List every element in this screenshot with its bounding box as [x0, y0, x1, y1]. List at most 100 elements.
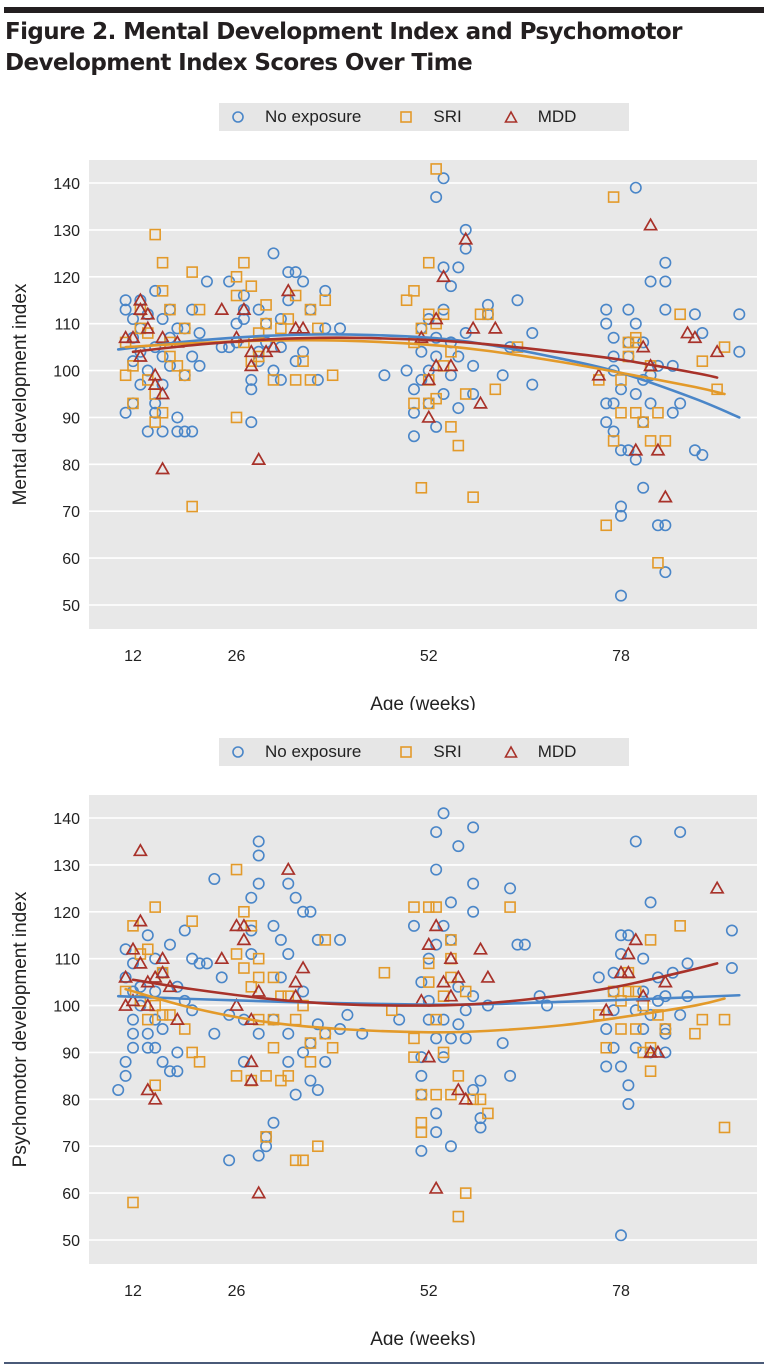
point-no-exposure: [282, 877, 295, 890]
point-mdd: [251, 451, 267, 465]
point-sri: [615, 406, 627, 419]
point-sri: [422, 308, 435, 321]
point-no-exposure: [311, 933, 324, 946]
legend-bottom: No exposure SRI MDD: [219, 738, 629, 766]
point-no-exposure: [282, 947, 295, 960]
point-mdd: [251, 983, 267, 997]
point-no-exposure: [274, 373, 287, 386]
point-sri: [238, 256, 250, 269]
point-no-exposure: [467, 877, 480, 890]
point-no-exposure: [481, 298, 494, 311]
point-sri: [452, 1070, 465, 1082]
point-sri: [652, 1009, 664, 1021]
point-no-exposure: [504, 1069, 517, 1082]
point-no-exposure: [614, 947, 627, 960]
point-sri: [615, 1023, 627, 1035]
point-sri: [629, 406, 642, 419]
point-sri: [607, 435, 620, 447]
point-mdd: [657, 489, 673, 503]
point-mdd: [458, 1091, 474, 1105]
point-no-exposure: [193, 359, 206, 372]
point-sri: [430, 1088, 442, 1101]
point-sri: [267, 1013, 280, 1026]
point-sri: [156, 285, 169, 297]
point-sri: [149, 901, 161, 913]
point-no-exposure: [644, 397, 657, 410]
point-sri: [467, 491, 479, 503]
point-sri: [319, 294, 332, 307]
point-mdd: [155, 965, 171, 979]
point-sri: [607, 191, 620, 203]
point-mdd: [450, 1082, 466, 1096]
top-rule: [4, 7, 764, 13]
legend-label: MDD: [537, 107, 577, 126]
point-no-exposure: [637, 952, 650, 965]
point-mdd: [295, 960, 311, 974]
point-sri: [127, 360, 139, 372]
point-sri: [297, 355, 309, 367]
point-no-exposure: [297, 905, 310, 918]
point-no-exposure: [651, 519, 664, 532]
point-no-exposure: [407, 430, 420, 443]
point-sri: [615, 374, 627, 386]
y-tick-label: 100: [53, 999, 80, 1016]
point-no-exposure: [149, 397, 162, 410]
point-sri: [230, 863, 243, 876]
circle-marker-icon: [232, 746, 244, 758]
point-no-exposure: [245, 383, 258, 396]
point-no-exposure: [674, 826, 687, 839]
point-no-exposure: [725, 924, 738, 937]
point-no-exposure: [600, 303, 613, 316]
point-no-exposure: [607, 425, 620, 438]
point-no-exposure: [289, 355, 302, 368]
point-sri: [674, 308, 686, 321]
point-sri: [319, 934, 332, 946]
point-no-exposure: [200, 957, 213, 970]
point-no-exposure: [267, 1116, 280, 1129]
point-sri: [422, 976, 435, 988]
point-no-exposure: [119, 1055, 132, 1068]
point-no-exposure: [415, 373, 428, 386]
point-mdd: [169, 1011, 185, 1025]
point-sri: [408, 901, 420, 913]
point-no-exposure: [141, 1027, 154, 1040]
data-points: [118, 163, 746, 602]
point-no-exposure: [334, 933, 347, 946]
point-no-exposure: [237, 289, 250, 302]
point-sri: [260, 1131, 272, 1143]
point-no-exposure: [629, 835, 642, 848]
point-no-exposure: [319, 1055, 332, 1068]
y-tick-label: 120: [53, 905, 80, 922]
point-no-exposure: [141, 364, 154, 377]
point-mdd: [140, 997, 156, 1011]
point-no-exposure: [467, 388, 480, 401]
point-sri: [452, 1210, 465, 1223]
point-no-exposure: [444, 280, 457, 293]
point-no-exposure: [688, 308, 701, 321]
point-no-exposure: [156, 425, 169, 438]
point-no-exposure: [452, 840, 465, 853]
point-no-exposure: [637, 1023, 650, 1036]
point-sri: [718, 341, 731, 353]
point-sri: [674, 920, 686, 932]
point-no-exposure: [267, 919, 280, 932]
point-no-exposure: [186, 425, 199, 438]
point-sri: [445, 421, 457, 433]
y-tick-label: 50: [62, 598, 80, 615]
point-sri: [245, 981, 258, 993]
point-mdd: [709, 880, 725, 894]
point-sri: [504, 901, 516, 913]
point-no-exposure: [282, 1055, 295, 1068]
point-no-exposure: [186, 303, 199, 316]
point-sri: [275, 322, 287, 335]
point-sri: [164, 303, 176, 316]
point-mdd: [687, 330, 703, 344]
point-sri: [659, 1023, 672, 1035]
point-sri: [230, 948, 243, 960]
x-axis-label: Age (weeks): [370, 694, 476, 710]
point-sri: [696, 1013, 709, 1026]
point-no-exposure: [452, 1018, 465, 1031]
point-no-exposure: [289, 1088, 302, 1101]
legend-label: SRI: [433, 107, 462, 126]
point-no-exposure: [127, 1013, 140, 1026]
